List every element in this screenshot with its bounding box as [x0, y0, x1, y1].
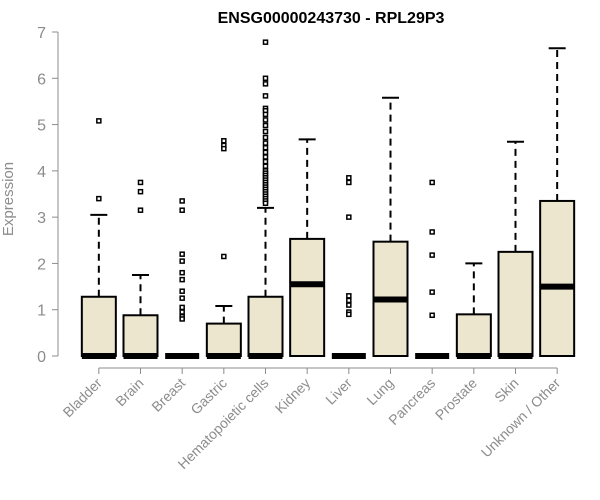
- box-pancreas: [415, 179, 450, 359]
- outlier-point: [262, 140, 269, 146]
- outlier-point: [346, 297, 352, 304]
- outlier-point: [179, 198, 185, 204]
- box-prostate: [455, 262, 492, 359]
- x-tick-label: Unknown / Other: [478, 375, 564, 461]
- y-tick-label: 4: [37, 164, 46, 181]
- outlier-point: [262, 158, 269, 165]
- outlier-point: [429, 179, 435, 186]
- y-axis: 0 1 2 3 4 5 6 7: [37, 25, 59, 366]
- outlier-point: [179, 288, 185, 294]
- outlier-point: [262, 75, 269, 82]
- outlier-point: [346, 293, 352, 299]
- box-hematopoietic-cells: [247, 39, 284, 359]
- outlier-point: [137, 179, 144, 186]
- outlier-point: [179, 251, 185, 257]
- box-rect: [80, 295, 117, 357]
- x-tick-label: Skin: [491, 375, 522, 406]
- box-brain: [122, 179, 159, 359]
- outlier-point: [221, 138, 227, 144]
- outlier-point: [346, 179, 352, 186]
- box-rect: [122, 314, 159, 358]
- box-rect: [289, 237, 326, 357]
- outlier-point: [346, 302, 352, 308]
- y-tick-label: 6: [37, 71, 46, 88]
- x-tick-label: Prostate: [432, 375, 480, 423]
- outlier-point: [262, 163, 269, 169]
- box-unknown-other: [539, 47, 576, 357]
- outlier-point: [346, 214, 352, 220]
- box-gastric: [205, 138, 242, 359]
- outlier-point: [262, 149, 269, 156]
- x-tick-label: Liver: [322, 375, 355, 408]
- y-tick-label: 0: [37, 349, 46, 366]
- box-rect: [205, 322, 242, 358]
- y-axis-label: Expression: [0, 162, 17, 236]
- chart-title: ENSG00000243730 - RPL29P3: [218, 10, 445, 27]
- outlier-point: [179, 207, 185, 213]
- outlier-point: [179, 295, 185, 301]
- boxes-group: [80, 39, 576, 359]
- outlier-point: [346, 311, 352, 318]
- x-tick-label: Kidney: [272, 375, 314, 417]
- outlier-point: [137, 207, 144, 213]
- outlier-point: [179, 276, 185, 283]
- x-tick-label: Breast: [148, 375, 188, 415]
- box-skin: [497, 140, 534, 359]
- outlier-point: [179, 258, 185, 264]
- outlier-point: [346, 175, 352, 181]
- outlier-point: [262, 144, 269, 151]
- y-tick-label: 1: [37, 303, 46, 320]
- outlier-point: [262, 93, 269, 99]
- outlier-point: [262, 122, 269, 129]
- outlier-point: [96, 195, 102, 202]
- y-tick-label: 5: [37, 118, 46, 135]
- box-breast: [165, 198, 200, 359]
- x-tick-label: Bladder: [60, 375, 106, 421]
- outlier-point: [179, 269, 185, 276]
- outlier-point: [262, 81, 269, 87]
- outlier-point: [262, 39, 269, 45]
- box-rect: [497, 250, 534, 358]
- outlier-point: [179, 304, 185, 311]
- outlier-point: [137, 188, 144, 195]
- outlier-point: [429, 312, 435, 319]
- outlier-point: [429, 229, 435, 235]
- x-tick-label: Brain: [112, 375, 146, 409]
- y-tick-label: 7: [37, 25, 46, 42]
- box-rect: [247, 295, 284, 357]
- outlier-point: [262, 117, 269, 123]
- box-rect: [539, 199, 576, 357]
- outlier-point: [96, 118, 102, 124]
- x-tick-label: Lung: [363, 375, 396, 408]
- y-tick-label: 2: [37, 256, 46, 273]
- outlier-point: [262, 154, 269, 160]
- box-bladder: [80, 118, 117, 359]
- outlier-point: [262, 111, 269, 118]
- outlier-point: [221, 145, 227, 152]
- outlier-point: [262, 200, 269, 207]
- outlier-point: [429, 252, 435, 258]
- outlier-point: [221, 253, 227, 260]
- outlier-point: [429, 289, 435, 295]
- outlier-point: [179, 316, 185, 322]
- box-kidney: [289, 138, 326, 357]
- outlier-point: [262, 134, 269, 141]
- outlier-point: [262, 128, 269, 135]
- y-tick-label: 3: [37, 210, 46, 227]
- box-liver: [331, 175, 366, 359]
- box-lung: [372, 96, 409, 357]
- outlier-point: [179, 309, 185, 315]
- box-rect: [455, 313, 492, 358]
